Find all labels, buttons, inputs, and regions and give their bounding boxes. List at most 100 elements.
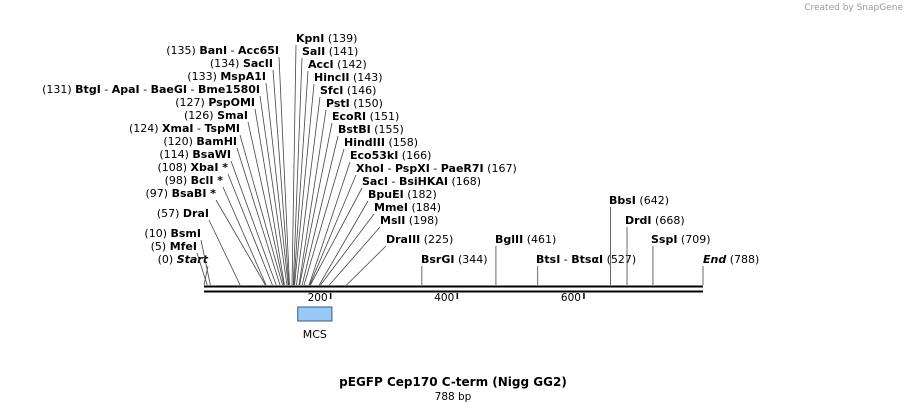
site-label-xbai: (108) XbaI * [157, 161, 228, 174]
site-mfei[interactable]: (5) MfeI [151, 240, 208, 286]
site-position-xmai: (124) [129, 122, 162, 135]
ruler-tick-label-600: 600 [561, 292, 581, 304]
site-label-smai: (126) SmaI [184, 109, 248, 122]
site-position-psti: (150) [350, 97, 383, 110]
site-label-bani: (135) BanI - Acc65I [166, 44, 279, 57]
site-ecori[interactable]: EcoRI (151) [299, 110, 400, 286]
site-connector-drai [208, 219, 241, 286]
site-label-bcli: (98) BclI * [165, 174, 224, 187]
site-bsabi[interactable]: (97) BsaBI * [146, 187, 266, 286]
site-bstbi[interactable]: BstBI (155) [301, 123, 404, 286]
site-drai[interactable]: (57) DraI [157, 207, 241, 286]
site-bglii[interactable]: BglII (461) [495, 233, 556, 285]
site-xmai[interactable]: (124) XmaI - TspMI [129, 122, 283, 286]
site-connector-bcli [222, 186, 267, 286]
site-name-draiii: DraIII [386, 233, 420, 246]
site-bbsi[interactable]: BbsI (642) [609, 194, 669, 285]
site-name-msli: MslI [380, 214, 405, 227]
site-bani[interactable]: (135) BanI - Acc65I [166, 44, 290, 286]
site-sfci[interactable]: SfcI (146) [296, 84, 376, 286]
site-kpni[interactable]: KpnI (139) [291, 32, 357, 286]
site-msli[interactable]: MslI (198) [329, 214, 438, 286]
site-name-bsihkai: BsiHKAI [399, 175, 448, 188]
restriction-sites: (0) Start(5) MfeI(10) BsmI(57) DraI (97) … [42, 32, 759, 286]
site-xhoi[interactable]: XhoI - PspXI - PaeR7I (167) [309, 162, 517, 286]
site-position-bpuei: (182) [404, 188, 437, 201]
site-mspa1i[interactable]: (133) MspA1I [187, 70, 289, 286]
site-hindiii[interactable]: HindIII (158) [303, 136, 418, 286]
site-name-bsrgi: BsrGI [421, 253, 454, 266]
site-smai[interactable]: (126) SmaI [184, 109, 285, 286]
site-position-bani: (135) [166, 44, 199, 57]
site-sali[interactable]: SalI (141) [292, 45, 358, 286]
site-drdi[interactable]: DrdI (668) [625, 214, 685, 285]
site-label-btgi: (131) BtgI - ApaI - BaeGI - Bme1580I [42, 83, 260, 96]
ruler-tick-label-200: 200 [308, 292, 328, 304]
site-connector-bani [278, 56, 290, 286]
site-bsmi[interactable]: (10) BsmI [144, 227, 211, 286]
site-btsi[interactable]: BtsI - BtsαI (527) [536, 253, 636, 285]
mcs-feature-label: MCS [303, 328, 327, 341]
site-label-bsabi: (97) BsaBI * [146, 187, 217, 200]
site-mmei[interactable]: MmeI (184) [320, 201, 442, 286]
site-start[interactable]: (0) Start [158, 253, 209, 286]
site-name-bsawi: BsaWI [192, 148, 231, 161]
site-position-acci: (142) [334, 58, 367, 71]
site-connector-psti [298, 109, 327, 286]
site-label-psti: PstI (150) [326, 97, 383, 110]
site-draiii[interactable]: DraIII (225) [346, 233, 453, 286]
site-connector-btgi [259, 95, 288, 286]
site-label-start: (0) Start [158, 253, 209, 266]
mcs-feature[interactable] [297, 306, 333, 322]
site-name-bstbi: BstBI [338, 123, 371, 136]
site-bsawi[interactable]: (114) BsaWI [159, 148, 277, 286]
ruler: 200 400 600 [308, 292, 585, 304]
site-label-ecori: EcoRI (151) [332, 110, 399, 123]
site-hincii[interactable]: HincII (143) [294, 71, 383, 286]
site-position-saci: (168) [448, 175, 481, 188]
site-label-mmei: MmeI (184) [374, 201, 441, 214]
site-bamhi[interactable]: (120) BamHI [163, 135, 281, 286]
site-eco53ki[interactable]: Eco53kI (166) [308, 149, 431, 286]
site-label-kpni: KpnI (139) [296, 32, 357, 45]
site-sspi[interactable]: SspI (709) [651, 233, 711, 285]
site-label-bsawi: (114) BsaWI [159, 148, 231, 161]
site-bcli[interactable]: (98) BclI * [165, 174, 267, 286]
site-connector-msli [329, 226, 381, 286]
site-pspomi[interactable]: (127) PspOMI [175, 96, 285, 286]
site-connector-bpuei [318, 200, 369, 286]
site-bpuei[interactable]: BpuEI (182) [318, 188, 437, 286]
site-connector-sfci [296, 96, 321, 286]
site-label-bpuei: BpuEI (182) [368, 188, 437, 201]
site-connector-bsabi [215, 199, 266, 286]
site-position-smai: (126) [184, 109, 217, 122]
site-name-start: Start [177, 253, 209, 266]
site-connector-bamhi [236, 147, 281, 286]
site-connector-hincii [294, 83, 315, 286]
site-label-btsi: BtsI - BtsαI (527) [536, 253, 636, 266]
site-label-bglii: BglII (461) [495, 233, 556, 246]
site-label-acci: AccI (142) [308, 58, 367, 71]
site-psti[interactable]: PstI (150) [298, 97, 383, 286]
site-name-smai: SmaI [217, 109, 248, 122]
site-xbai[interactable]: (108) XbaI * [157, 161, 273, 286]
site-position-drai: (57) [157, 207, 183, 220]
site-sacii[interactable]: (134) SacII [210, 57, 290, 286]
site-name-pspomi: PspOMI [208, 96, 255, 109]
site-label-bbsi: BbsI (642) [609, 194, 669, 207]
site-btgi[interactable]: (131) BtgI - ApaI - BaeGI - Bme1580I [42, 83, 288, 286]
site-position-eco53ki: (166) [398, 149, 431, 162]
site-position-bsrgi: (344) [454, 253, 487, 266]
site-end[interactable]: End (788) [702, 253, 759, 285]
site-connector-eco53ki [308, 161, 351, 286]
site-name-mspa1i: MspA1I [220, 70, 266, 83]
site-name-sacii: SacII [243, 57, 273, 70]
site-position-sali: (141) [325, 45, 358, 58]
site-position-bamhi: (120) [163, 135, 196, 148]
site-name-btgi: BtgI [75, 83, 101, 96]
site-label-bamhi: (120) BamHI [163, 135, 237, 148]
site-acci[interactable]: AccI (142) [293, 58, 367, 286]
site-saci[interactable]: SacI - BsiHKAI (168) [310, 175, 481, 286]
site-connector-sali [292, 57, 303, 286]
site-bsrgi[interactable]: BsrGI (344) [421, 253, 488, 285]
